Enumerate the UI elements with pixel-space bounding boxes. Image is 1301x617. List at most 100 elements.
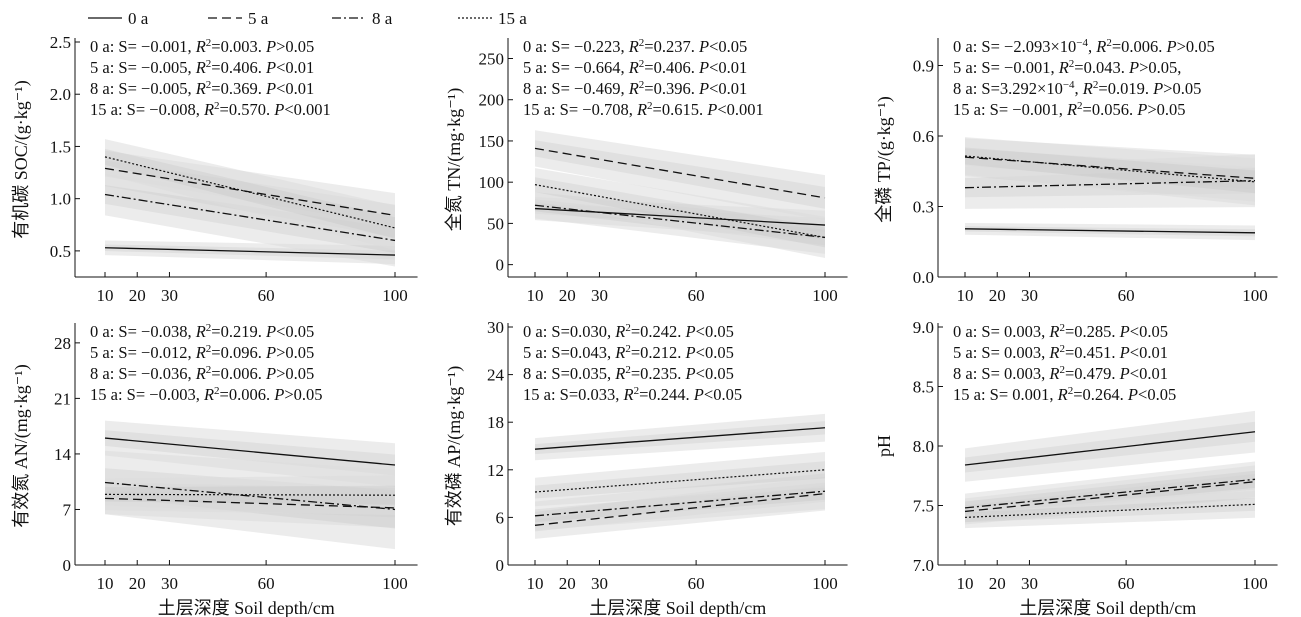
y-tick-label: 100 [479, 173, 505, 192]
stat-annotation: 0 a: S= −2.093×10−4, R2=0.006. P>0.05 [953, 37, 1215, 56]
legend-item: 5 a [208, 9, 269, 28]
y-tick-label: 0.5 [50, 242, 71, 261]
confidence-band [535, 451, 825, 507]
x-tick-label: 30 [591, 574, 608, 593]
confidence-band-inner [535, 140, 825, 209]
x-tick-label: 30 [1021, 574, 1038, 593]
y-tick-label: 8.5 [913, 378, 934, 397]
series-line [534, 207, 826, 226]
stat-annotation: 5 a: S= −0.664, R2=0.406. P<0.01 [523, 58, 747, 77]
x-tick-label: 60 [258, 286, 275, 305]
series-line [534, 204, 826, 239]
y-tick-label: 250 [479, 49, 505, 68]
stat-annotation: 15 a: S=0.033, R2=0.244. P<0.05 [523, 385, 742, 404]
x-tick-label: 60 [688, 574, 705, 593]
y-axis-label: 全氮 TN/(mg·kg⁻¹) [444, 88, 465, 231]
confidence-band [965, 222, 1255, 241]
stat-annotation: 15 a: S= 0.001, R2=0.264. P<0.05 [953, 385, 1176, 404]
confidence-band-inner [535, 482, 825, 523]
y-tick-label: 6 [496, 508, 505, 527]
y-tick-label: 14 [54, 445, 72, 464]
y-tick-label: 2.5 [50, 33, 71, 52]
stat-annotation: 15 a: S= −0.001, R2=0.056. P>0.05 [953, 100, 1186, 119]
y-tick-label: 0.3 [913, 198, 934, 217]
chart-panel: 0 50 100 150 200 250 10 20 30 60 100 全氮 TN/(mg·kg⁻¹… [444, 37, 848, 305]
y-tick-label: 0 [496, 556, 505, 575]
y-tick-label: 0.9 [913, 57, 934, 76]
x-tick-label: 100 [812, 286, 838, 305]
stat-annotation: 15 a: S= −0.003, R2=0.006. P>0.05 [90, 385, 323, 404]
y-tick-label: 1.0 [50, 190, 71, 209]
y-tick-label: 2.0 [50, 85, 71, 104]
series-line [964, 481, 1256, 513]
series-line [534, 490, 826, 517]
series-line [104, 493, 396, 496]
confidence-band-inner [535, 177, 825, 248]
y-tick-label: 21 [54, 389, 71, 408]
confidence-band-inner [965, 147, 1255, 194]
legend-label: 8 a [372, 9, 393, 28]
stat-annotation: 8 a: S= 0.003, R2=0.479. P<0.01 [953, 364, 1168, 383]
confidence-band-inner [535, 461, 825, 499]
series-line [534, 492, 826, 526]
series-line [104, 193, 396, 242]
confidence-band [965, 490, 1255, 529]
confidence-band-inner [965, 497, 1255, 523]
series-line [104, 437, 396, 466]
stat-annotation: 5 a: S= −0.001, R2=0.043. P>0.05, [953, 58, 1181, 77]
y-tick-label: 24 [487, 366, 505, 385]
x-axis-label: 土层深度 Soil depth/cm [589, 598, 766, 617]
x-tick-label: 20 [989, 574, 1006, 593]
series-line [964, 478, 1256, 509]
stat-annotation: 15 a: S= −0.008, R2=0.570. P<0.001 [90, 100, 331, 119]
x-tick-label: 10 [527, 286, 544, 305]
confidence-band [105, 173, 395, 267]
y-tick-label: 0.0 [913, 268, 934, 287]
series-line [104, 156, 396, 229]
series-line [964, 155, 1256, 183]
confidence-band-inner [535, 421, 825, 455]
y-tick-label: 150 [479, 132, 505, 151]
x-tick-label: 30 [1021, 286, 1038, 305]
y-axis-label: 有效氮 AN/(mg·kg⁻¹) [11, 364, 32, 527]
legend-label: 0 a [128, 9, 149, 28]
confidence-band-inner [105, 185, 395, 253]
confidence-band [105, 139, 395, 251]
y-axis-label: pH [874, 435, 894, 457]
stat-annotation: 8 a: S= −0.469, R2=0.396. P<0.01 [523, 79, 747, 98]
x-tick-label: 20 [129, 574, 146, 593]
y-tick-label: 9.0 [913, 318, 934, 337]
confidence-band [535, 130, 825, 221]
y-axis-label: 有效磷 AP/(mg·kg⁻¹) [444, 366, 465, 526]
y-tick-label: 0 [496, 256, 505, 275]
x-axis-label: 土层深度 Soil depth/cm [158, 598, 335, 617]
legend-label: 5 a [248, 9, 269, 28]
legend-item: 8 a [332, 9, 393, 28]
series-line [104, 497, 396, 509]
series-line [104, 481, 396, 511]
y-tick-label: 50 [487, 214, 504, 233]
confidence-band-inner [105, 148, 395, 239]
y-axis-label: 有机碳 SOC/(g·kg⁻¹) [11, 80, 32, 238]
x-tick-label: 20 [559, 574, 576, 593]
stat-annotation: 0 a: S= −0.001, R2=0.003. P>0.05 [90, 37, 314, 56]
confidence-band [965, 137, 1255, 206]
x-tick-label: 100 [382, 574, 408, 593]
series-line [534, 469, 826, 493]
x-tick-label: 30 [161, 286, 178, 305]
y-tick-label: 28 [54, 334, 71, 353]
legend-item: 0 a [88, 9, 149, 28]
y-tick-label: 0 [63, 556, 72, 575]
y-tick-label: 8.0 [913, 437, 934, 456]
chart-panel: 0.0 0.3 0.6 0.9 10 20 30 60 100 全磷 TP/(g·kg⁻¹) 0 a… [874, 37, 1278, 305]
y-tick-label: 18 [487, 413, 504, 432]
y-tick-label: 7 [63, 500, 72, 519]
stat-annotation: 8 a: S= −0.005, R2=0.369. P<0.01 [90, 79, 314, 98]
series-line [534, 184, 826, 239]
y-tick-label: 30 [487, 318, 504, 337]
chart-panel: 0 6 12 18 24 30 10 20 30 60 100 有效磷 AP/(mg·kg⁻¹) 土层深… [444, 318, 848, 617]
y-tick-label: 200 [479, 91, 505, 110]
chart-panel: 7.0 7.5 8.0 8.5 9.0 10 20 30 60 100 pH 土层深度 Soil de… [874, 318, 1278, 617]
series-line [964, 503, 1256, 518]
